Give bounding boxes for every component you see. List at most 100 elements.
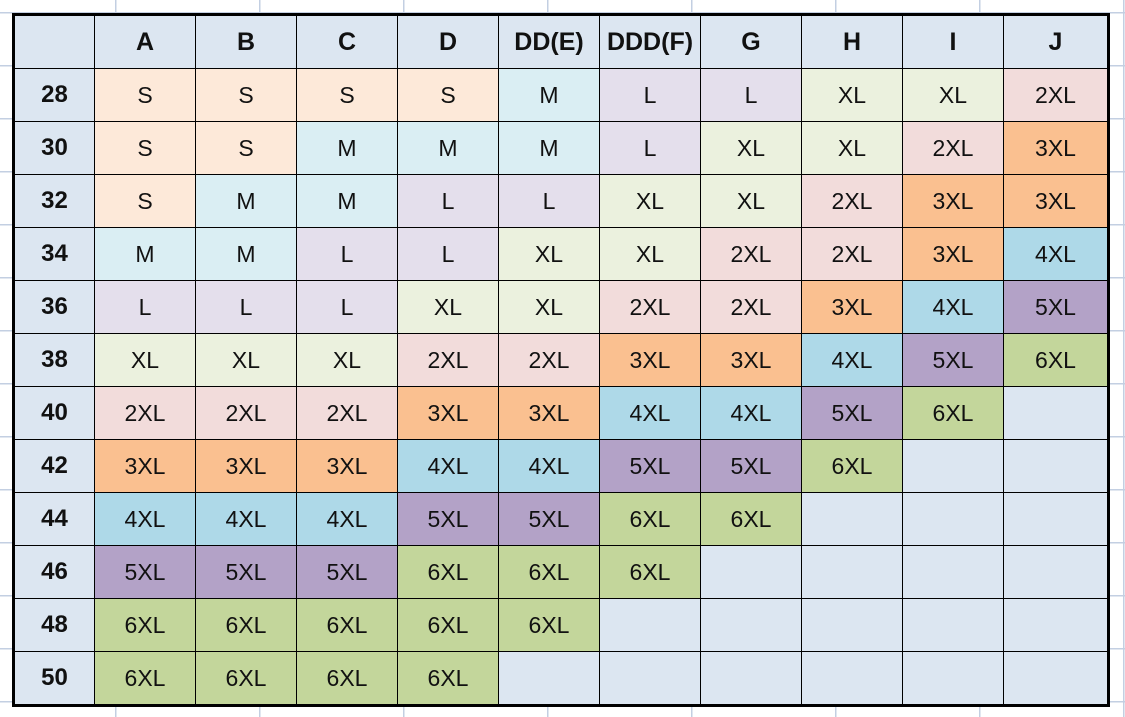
column-header-a: A — [94, 14, 196, 69]
size-cell-46-dd-e: 6XL — [498, 545, 600, 599]
size-cell-30-i: 2XL — [902, 121, 1004, 175]
size-cell-36-j: 5XL — [1003, 280, 1109, 334]
size-cell-44-c: 4XL — [296, 492, 398, 546]
size-cell-30-g: XL — [700, 121, 802, 175]
size-cell-38-i: 5XL — [902, 333, 1004, 387]
empty-cell — [1003, 439, 1109, 493]
size-cell-38-a: XL — [94, 333, 196, 387]
size-cell-36-b: L — [195, 280, 297, 334]
size-cell-34-ddd-f: XL — [599, 227, 701, 281]
empty-cell — [700, 598, 802, 652]
table-row-40: 40 2XL 2XL 2XL 3XL 3XL 4XL 4XL 5XL 6XL — [13, 386, 1109, 440]
empty-cell — [700, 545, 802, 599]
size-cell-28-dd-e: M — [498, 68, 600, 122]
size-cell-40-a: 2XL — [94, 386, 196, 440]
column-header-c: C — [296, 14, 398, 69]
size-cell-40-dd-e: 3XL — [498, 386, 600, 440]
size-cell-44-d: 5XL — [397, 492, 499, 546]
table-row-36: 36 L L L XL XL 2XL 2XL 3XL 4XL 5XL — [13, 280, 1109, 334]
size-cell-34-i: 3XL — [902, 227, 1004, 281]
size-cell-42-h: 6XL — [801, 439, 903, 493]
size-cell-28-a: S — [94, 68, 196, 122]
size-cell-32-ddd-f: XL — [599, 174, 701, 228]
size-cell-28-i: XL — [902, 68, 1004, 122]
row-header-48: 48 — [13, 598, 95, 652]
column-header-h: H — [801, 14, 903, 69]
size-cell-42-ddd-f: 5XL — [599, 439, 701, 493]
column-header-d: D — [397, 14, 499, 69]
row-header-28: 28 — [13, 68, 95, 122]
size-cell-32-h: 2XL — [801, 174, 903, 228]
size-cell-30-b: S — [195, 121, 297, 175]
size-cell-40-c: 2XL — [296, 386, 398, 440]
table-row-28: 28 S S S S M L L XL XL 2XL — [13, 68, 1109, 122]
size-cell-34-a: M — [94, 227, 196, 281]
size-cell-42-dd-e: 4XL — [498, 439, 600, 493]
column-header-dd-e: DD(E) — [498, 14, 600, 69]
size-cell-30-a: S — [94, 121, 196, 175]
size-cell-36-c: L — [296, 280, 398, 334]
size-cell-38-g: 3XL — [700, 333, 802, 387]
size-cell-30-c: M — [296, 121, 398, 175]
size-cell-50-c: 6XL — [296, 651, 398, 706]
size-cell-50-d: 6XL — [397, 651, 499, 706]
size-cell-30-ddd-f: L — [599, 121, 701, 175]
size-cell-36-a: L — [94, 280, 196, 334]
size-cell-30-d: M — [397, 121, 499, 175]
size-cell-36-i: 4XL — [902, 280, 1004, 334]
size-cell-38-h: 4XL — [801, 333, 903, 387]
size-cell-46-ddd-f: 6XL — [599, 545, 701, 599]
table-row-48: 48 6XL 6XL 6XL 6XL 6XL — [13, 598, 1109, 652]
size-cell-36-ddd-f: 2XL — [599, 280, 701, 334]
size-cell-28-b: S — [195, 68, 297, 122]
row-header-44: 44 — [13, 492, 95, 546]
size-cell-40-d: 3XL — [397, 386, 499, 440]
size-cell-46-a: 5XL — [94, 545, 196, 599]
size-cell-38-d: 2XL — [397, 333, 499, 387]
size-cell-30-j: 3XL — [1003, 121, 1109, 175]
size-cell-42-g: 5XL — [700, 439, 802, 493]
size-cell-44-a: 4XL — [94, 492, 196, 546]
size-cell-42-b: 3XL — [195, 439, 297, 493]
empty-cell — [902, 598, 1004, 652]
table-row-30: 30 S S M M M L XL XL 2XL 3XL — [13, 121, 1109, 175]
empty-cell — [902, 651, 1004, 706]
size-cell-42-d: 4XL — [397, 439, 499, 493]
size-cell-32-b: M — [195, 174, 297, 228]
table-row-42: 42 3XL 3XL 3XL 4XL 4XL 5XL 5XL 6XL — [13, 439, 1109, 493]
column-header-ddd-f: DDD(F) — [599, 14, 701, 69]
column-header-i: I — [902, 14, 1004, 69]
size-cell-40-i: 6XL — [902, 386, 1004, 440]
size-cell-32-a: S — [94, 174, 196, 228]
row-header-32: 32 — [13, 174, 95, 228]
empty-cell — [1003, 386, 1109, 440]
size-cell-42-c: 3XL — [296, 439, 398, 493]
size-cell-34-g: 2XL — [700, 227, 802, 281]
row-header-46: 46 — [13, 545, 95, 599]
size-cell-28-c: S — [296, 68, 398, 122]
size-cell-40-ddd-f: 4XL — [599, 386, 701, 440]
empty-cell — [801, 651, 903, 706]
size-chart-table: A B C D DD(E) DDD(F) G H I J 28 S S S S M L L XL XL 2XL 30 S S… — [12, 13, 1110, 707]
size-cell-34-c: L — [296, 227, 398, 281]
size-cell-36-g: 2XL — [700, 280, 802, 334]
column-header-b: B — [195, 14, 297, 69]
size-cell-44-b: 4XL — [195, 492, 297, 546]
size-cell-46-c: 5XL — [296, 545, 398, 599]
table-row-50: 50 6XL 6XL 6XL 6XL — [13, 651, 1109, 706]
size-cell-40-g: 4XL — [700, 386, 802, 440]
size-cell-48-dd-e: 6XL — [498, 598, 600, 652]
size-cell-48-c: 6XL — [296, 598, 398, 652]
empty-cell — [1003, 492, 1109, 546]
size-cell-42-a: 3XL — [94, 439, 196, 493]
size-cell-48-d: 6XL — [397, 598, 499, 652]
size-cell-28-h: XL — [801, 68, 903, 122]
empty-cell — [1003, 598, 1109, 652]
size-cell-38-b: XL — [195, 333, 297, 387]
size-cell-34-b: M — [195, 227, 297, 281]
empty-cell — [801, 545, 903, 599]
size-cell-38-ddd-f: 3XL — [599, 333, 701, 387]
size-cell-44-g: 6XL — [700, 492, 802, 546]
row-header-50: 50 — [13, 651, 95, 706]
